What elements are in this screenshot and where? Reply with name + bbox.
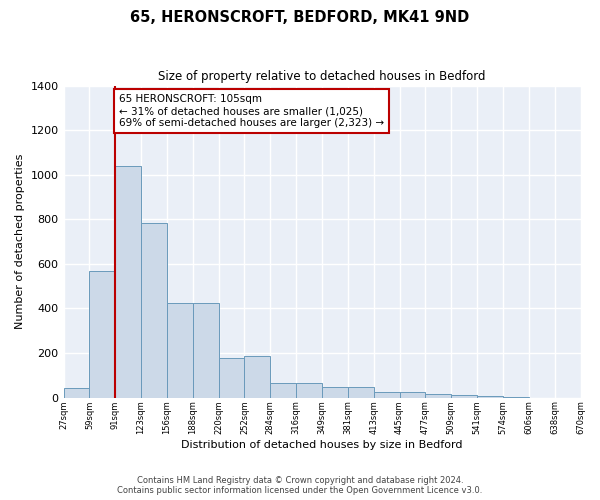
Text: Contains HM Land Registry data © Crown copyright and database right 2024.
Contai: Contains HM Land Registry data © Crown c… (118, 476, 482, 495)
Bar (400, 392, 425, 398)
Bar (89, 270, 115, 398)
Bar (425, 394, 451, 398)
Bar (167, 303, 193, 398)
Bar (503, 396, 529, 398)
Bar (141, 222, 167, 398)
Text: 65, HERONSCROFT, BEDFORD, MK41 9ND: 65, HERONSCROFT, BEDFORD, MK41 9ND (130, 10, 470, 25)
X-axis label: Distribution of detached houses by size in Bedford: Distribution of detached houses by size … (181, 440, 463, 450)
Bar (348, 386, 374, 398)
Y-axis label: Number of detached properties: Number of detached properties (15, 154, 25, 330)
Bar (374, 392, 400, 398)
Bar (296, 383, 322, 398)
Bar (64, 388, 89, 398)
Bar (218, 358, 244, 398)
Bar (193, 303, 218, 398)
Title: Size of property relative to detached houses in Bedford: Size of property relative to detached ho… (158, 70, 486, 83)
Bar (115, 166, 141, 398)
Bar (271, 383, 296, 398)
Bar (477, 396, 503, 398)
Bar (244, 356, 271, 398)
Bar (322, 386, 348, 398)
Bar (451, 395, 477, 398)
Text: 65 HERONSCROFT: 105sqm
← 31% of detached houses are smaller (1,025)
69% of semi-: 65 HERONSCROFT: 105sqm ← 31% of detached… (119, 94, 384, 128)
